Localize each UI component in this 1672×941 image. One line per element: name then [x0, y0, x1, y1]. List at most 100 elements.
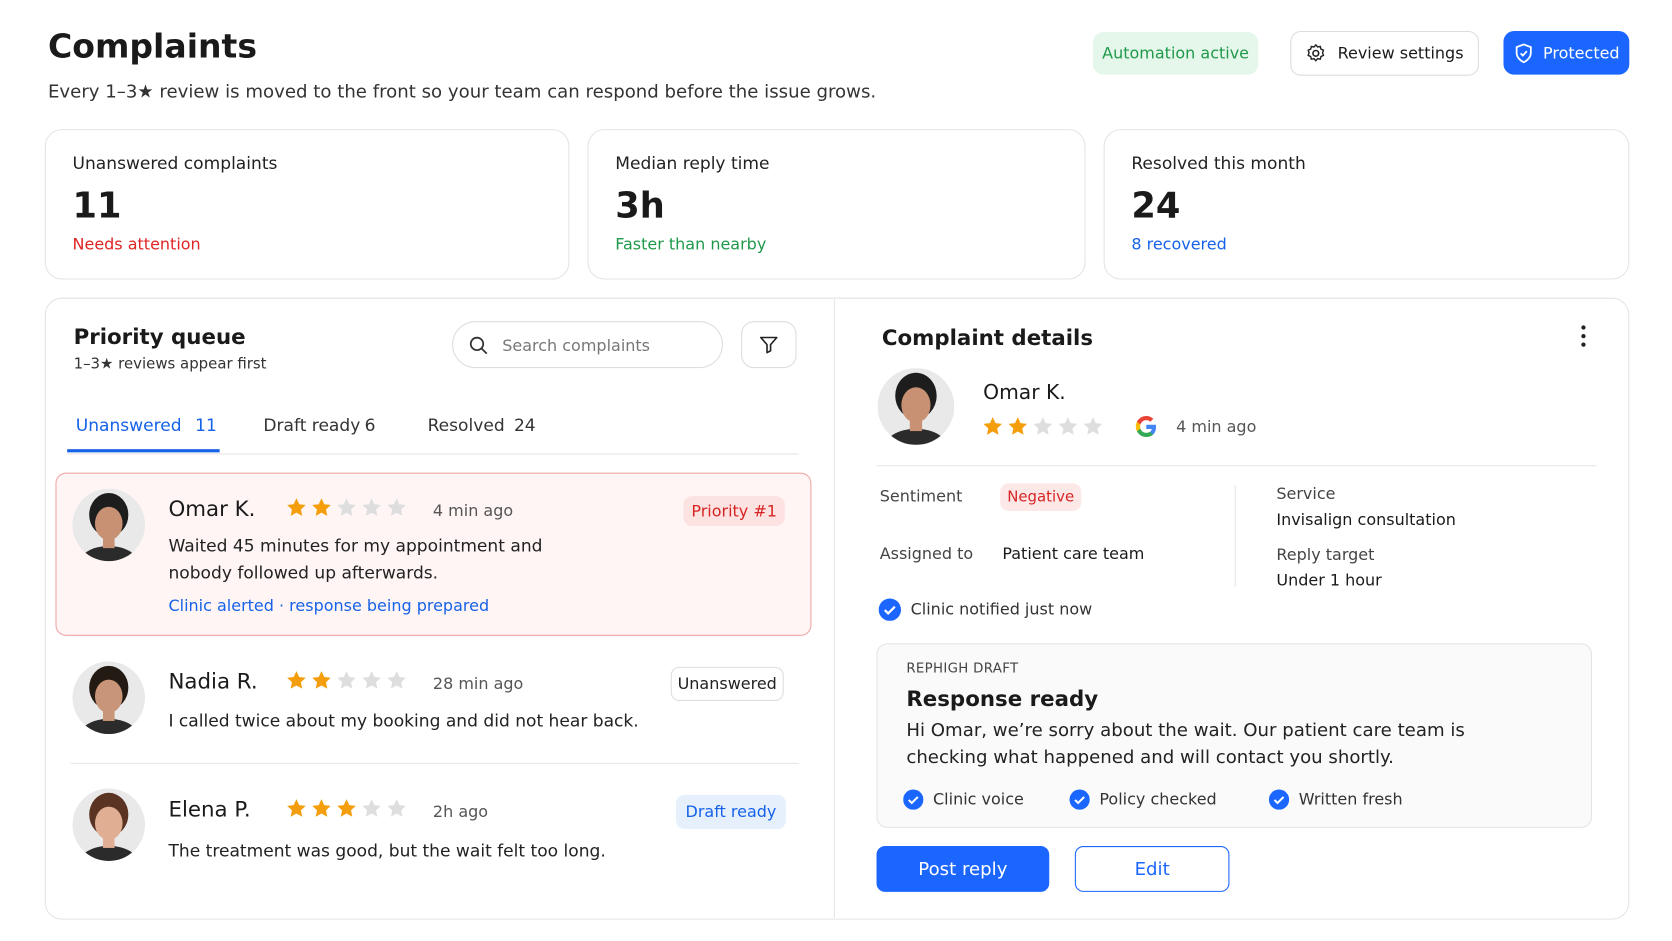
- review-time: 2h ago: [432, 802, 489, 822]
- status-badge: Priority #1: [683, 496, 785, 526]
- edit-button[interactable]: Edit: [1074, 846, 1230, 892]
- post-reply-button[interactable]: Post reply: [876, 846, 1050, 892]
- stat-label: Resolved this month: [1131, 152, 1306, 174]
- tab-underline: [67, 449, 220, 453]
- field-value: Patient care team: [1002, 543, 1145, 564]
- protected-button[interactable]: Protected: [1503, 30, 1630, 75]
- star: [983, 417, 1003, 435]
- queue-subtitle: 1–3★ reviews appear first: [73, 355, 267, 373]
- review-text: The treatment was good, but the wait fel…: [168, 840, 606, 861]
- tab-count: 6: [364, 415, 376, 436]
- star: [337, 498, 356, 516]
- details-stars: [982, 415, 1108, 443]
- stat-note: Faster than nearby: [615, 234, 767, 254]
- star: [362, 799, 381, 817]
- tab-label[interactable]: Resolved: [427, 415, 505, 436]
- star: [312, 799, 331, 817]
- stat-value: 11: [72, 184, 122, 226]
- star: [312, 671, 331, 689]
- rating: [286, 496, 412, 524]
- sentiment-badge: Negative: [1000, 483, 1082, 512]
- check-icon: [1069, 789, 1090, 810]
- check-icon: [903, 789, 924, 810]
- google-icon: [1135, 416, 1157, 438]
- star: [312, 498, 331, 516]
- details-time: 4 min ago: [1176, 417, 1257, 437]
- review-text: Waited 45 minutes for my appointment and…: [168, 535, 543, 583]
- stat-card: [1103, 129, 1630, 280]
- rating-stars: [287, 671, 406, 689]
- gear-icon: [1307, 43, 1325, 62]
- field-value: Invisalign consultation: [1276, 509, 1456, 530]
- settings-label: Review settings: [1337, 43, 1464, 63]
- review-note: Clinic alerted · response being prepared: [168, 596, 490, 616]
- field-label: Sentiment: [879, 486, 963, 506]
- field-label: Reply target: [1276, 545, 1375, 565]
- tab-count: 11: [195, 415, 217, 436]
- star: [1033, 417, 1053, 435]
- star: [387, 799, 406, 817]
- avatar: [72, 661, 146, 735]
- stat-label: Median reply time: [615, 152, 770, 174]
- search-box[interactable]: Search complaints: [452, 321, 723, 369]
- stat-card: [587, 129, 1086, 280]
- reviewer-name: Omar K.: [168, 495, 256, 522]
- tab-label[interactable]: Unanswered: [75, 415, 182, 436]
- star: [337, 671, 356, 689]
- draft-eyebrow: REPHIGH DRAFT: [906, 659, 1019, 676]
- stat-label: Unanswered complaints: [72, 152, 278, 174]
- check-icon: [1268, 789, 1290, 810]
- avatar: [877, 368, 955, 445]
- field-divider: [1234, 485, 1236, 587]
- rating: [286, 797, 412, 825]
- star: [362, 671, 381, 689]
- status-badge: Draft ready: [676, 794, 786, 829]
- details-name: Omar K.: [983, 381, 1066, 405]
- star: [337, 799, 356, 817]
- stat-card: [44, 129, 570, 280]
- field-label: Service: [1276, 484, 1336, 504]
- tab-count: 24: [513, 415, 536, 436]
- star: [1083, 417, 1103, 435]
- check-icon: [878, 598, 902, 621]
- divider: [833, 298, 835, 918]
- tab-rule: [67, 453, 799, 455]
- rating-stars: [287, 799, 406, 817]
- status-badge: Automation active: [1092, 32, 1259, 75]
- draft-title: Response ready: [906, 685, 1099, 712]
- draft-box: [876, 643, 1592, 828]
- reviewer-name: Nadia R.: [168, 668, 258, 695]
- details-rule: [876, 465, 1597, 467]
- star: [362, 498, 381, 516]
- more-menu[interactable]: [1576, 323, 1591, 349]
- draft-check: Written fresh: [1298, 789, 1403, 809]
- avatar: [72, 788, 146, 861]
- rating: [286, 669, 412, 697]
- page-subtitle: Every 1–3★ review is moved to the front …: [47, 81, 877, 103]
- reviewer-name: Elena P.: [168, 796, 251, 823]
- draft-check: Policy checked: [1099, 789, 1217, 809]
- star: [287, 799, 306, 817]
- stat-value: 24: [1131, 184, 1181, 226]
- settings-button[interactable]: Review settings: [1290, 30, 1479, 76]
- review-time: 28 min ago: [432, 674, 524, 694]
- field-label: Assigned to: [879, 543, 974, 564]
- stat-note: Needs attention: [72, 234, 201, 254]
- tab-label[interactable]: Draft ready: [263, 415, 361, 436]
- search-icon: [469, 336, 488, 355]
- stat-note: 8 recovered: [1131, 234, 1227, 254]
- filter-icon: [760, 336, 778, 354]
- notified-text: Clinic notified just now: [910, 599, 1093, 619]
- star: [1008, 417, 1028, 435]
- draft-check: Clinic voice: [933, 789, 1024, 809]
- filter-button[interactable]: [741, 321, 797, 369]
- queue-title: Priority queue: [73, 323, 246, 350]
- avatar: [72, 488, 146, 562]
- review-text: I called twice about my booking and did …: [168, 710, 639, 731]
- draft-text: Hi Omar, we’re sorry about the wait. Our…: [906, 720, 1465, 769]
- shield-icon: [1515, 42, 1532, 63]
- star: [387, 671, 406, 689]
- search-placeholder: Search complaints: [502, 335, 651, 356]
